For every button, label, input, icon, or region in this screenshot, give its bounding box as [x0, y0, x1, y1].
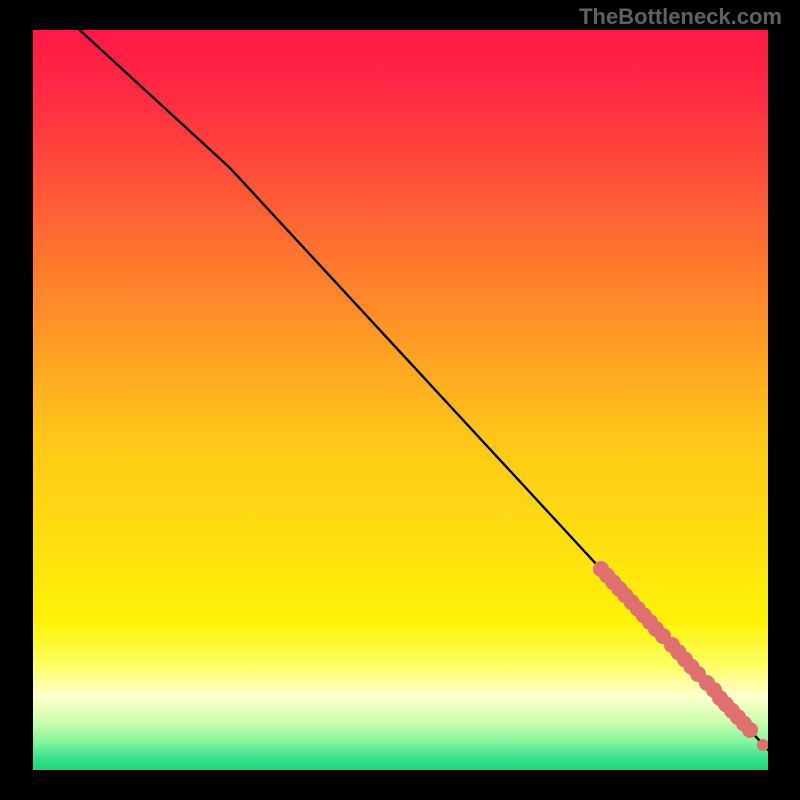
watermark-text: TheBottleneck.com	[579, 4, 782, 30]
gradient-background	[33, 30, 768, 770]
chart-container: TheBottleneck.com	[0, 0, 800, 800]
plot-area	[33, 30, 768, 770]
chart-svg	[33, 30, 768, 770]
data-point	[742, 722, 758, 738]
